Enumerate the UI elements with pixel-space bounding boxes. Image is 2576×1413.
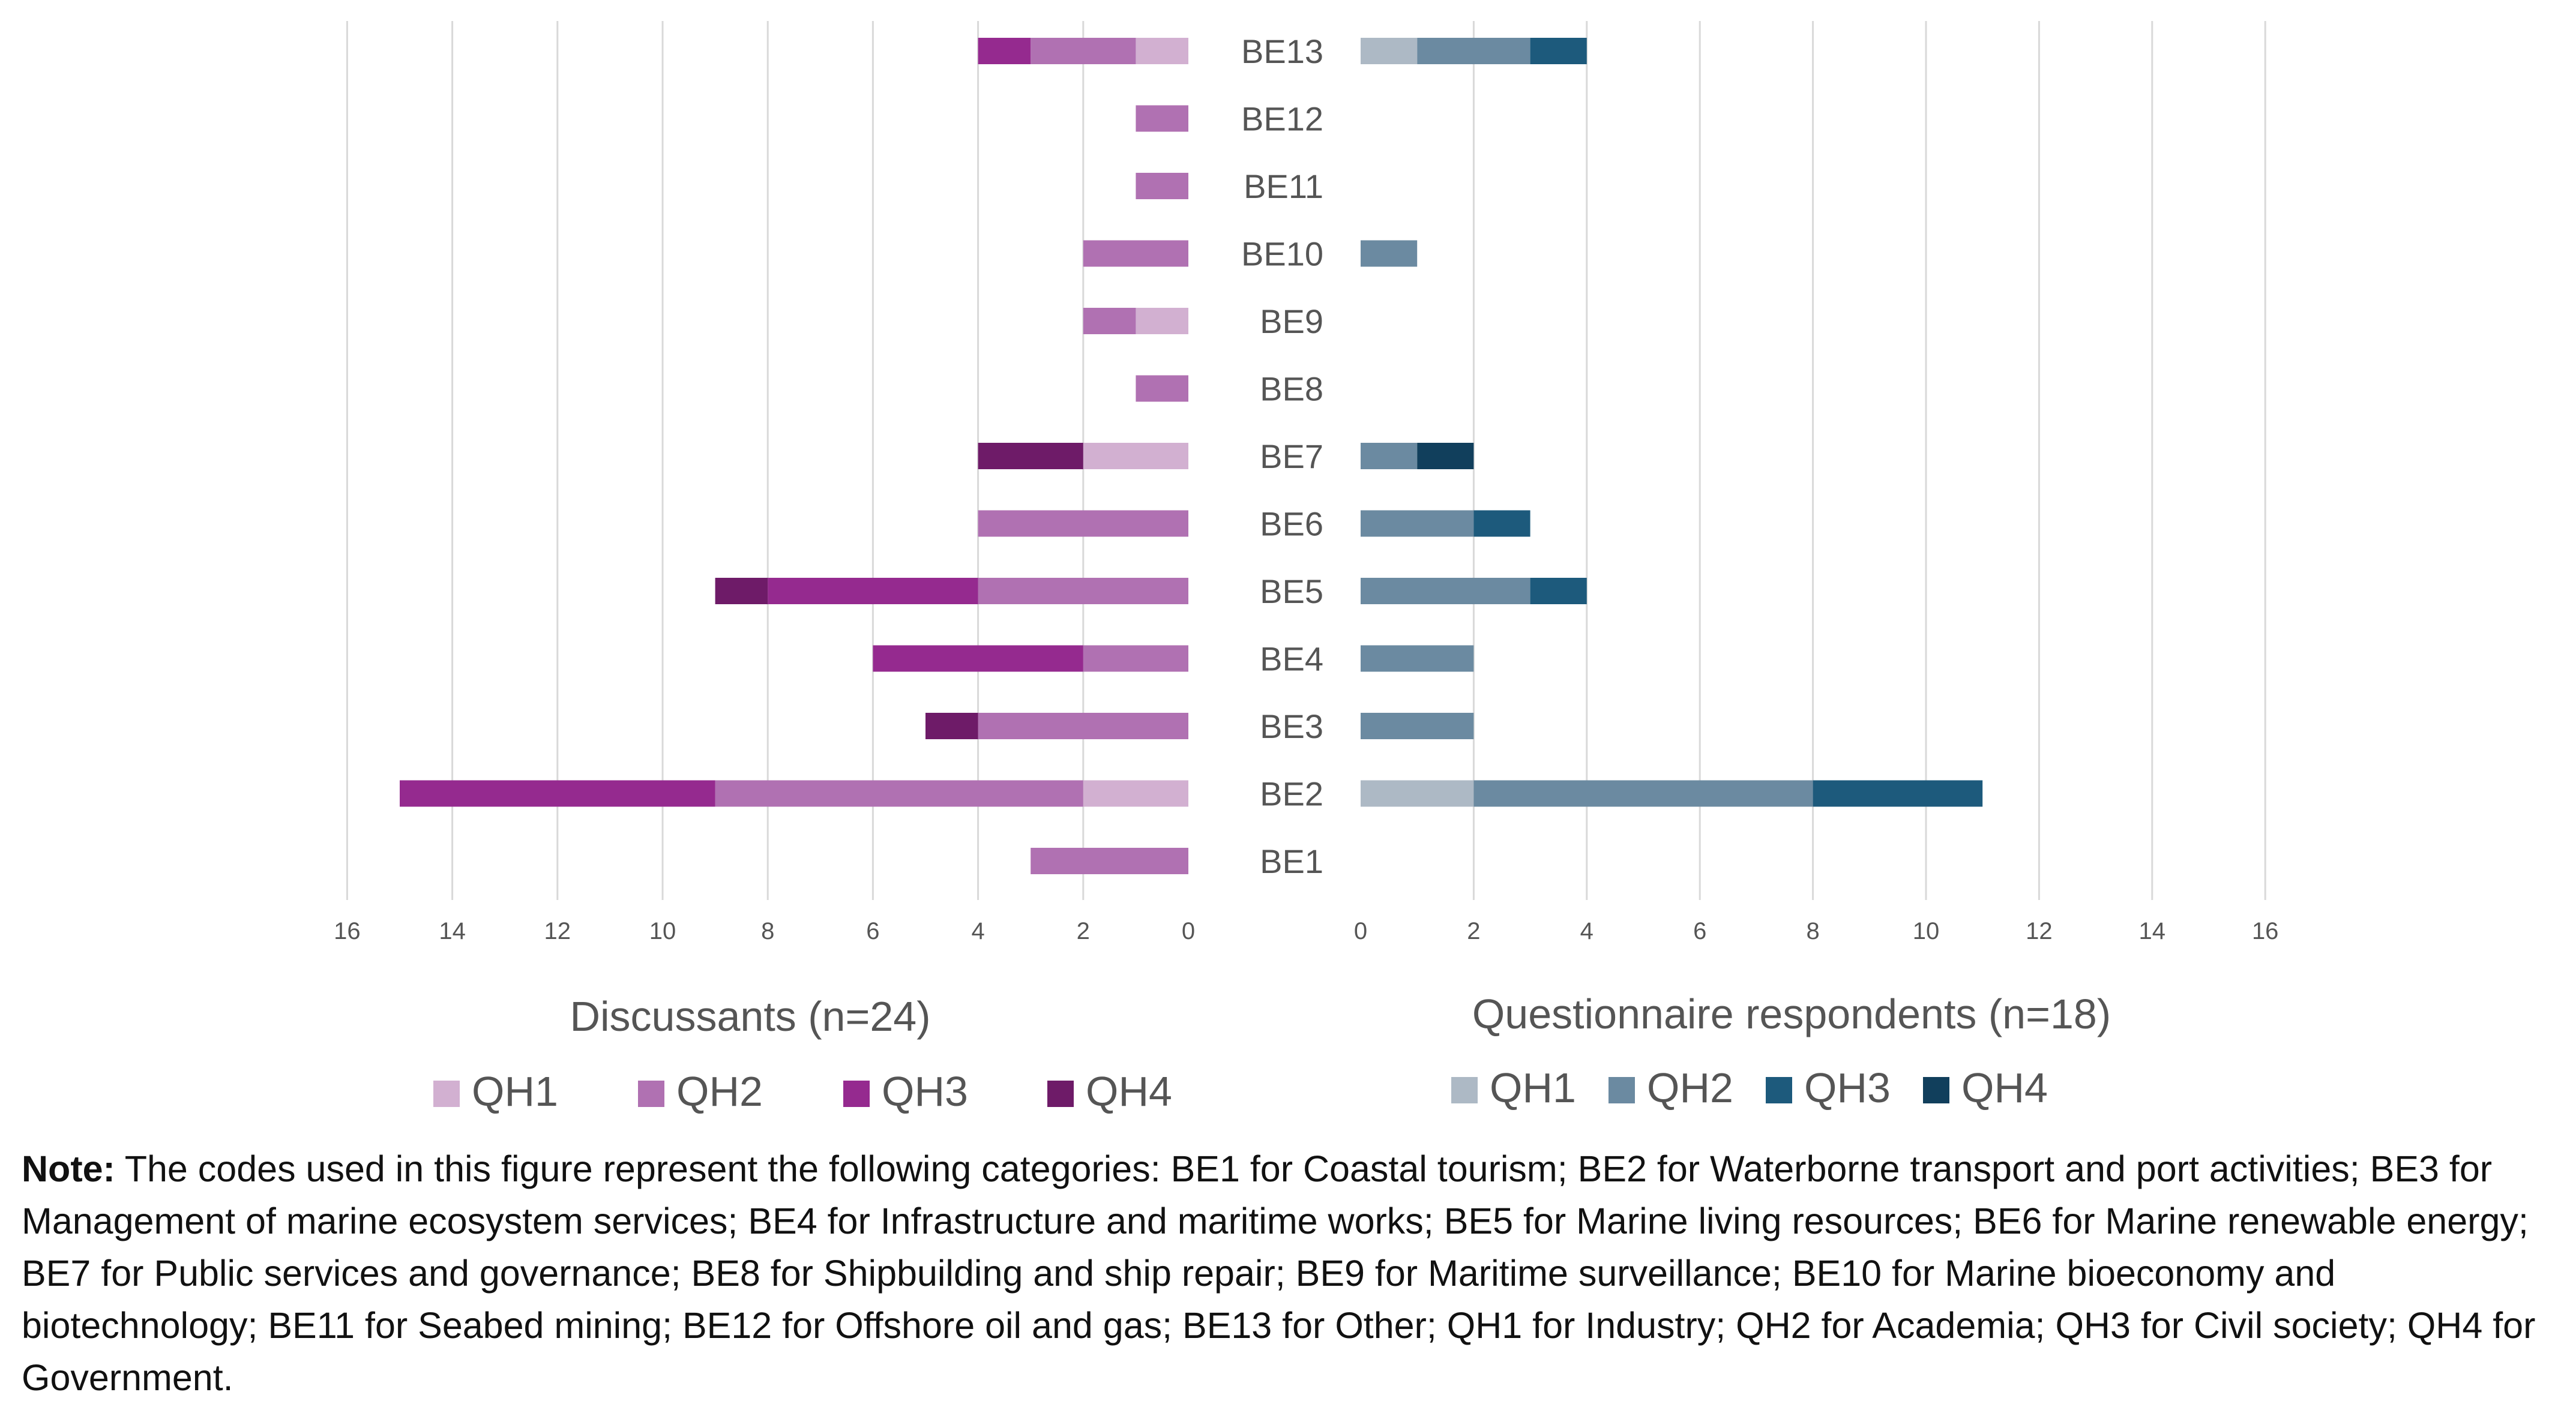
right-tick-label: 8 (1806, 918, 1819, 944)
note-text: The codes used in this figure represent … (22, 1148, 2536, 1398)
left-tick-label: 10 (649, 918, 676, 944)
category-label: BE2 (1260, 775, 1323, 813)
category-label: BE1 (1260, 842, 1323, 880)
left-tick-label: 14 (439, 918, 466, 944)
category-label: BE6 (1260, 505, 1323, 543)
left-bar-be3-qh4 (925, 713, 978, 739)
left-legend-swatch-qh3 (843, 1081, 870, 1107)
left-tick-label: 4 (971, 918, 984, 944)
left-tick-label: 12 (544, 918, 571, 944)
left-legend-swatch-qh2 (638, 1081, 664, 1107)
right-legend-label-qh1: QH1 (1490, 1064, 1576, 1111)
left-bar-be13-qh2 (1031, 38, 1136, 64)
right-tick-label: 0 (1354, 918, 1367, 944)
note-label: Note: (22, 1148, 115, 1189)
left-bar-be1-qh2 (1031, 848, 1188, 874)
left-bar-be7-qh4 (978, 443, 1083, 469)
left-legend-swatch-qh1 (433, 1081, 460, 1107)
right-panel-title: Questionnaire respondents (n=18) (1472, 991, 2111, 1037)
grid-layer (346, 21, 2266, 900)
left-tick-label: 16 (334, 918, 361, 944)
left-bar-be13-qh1 (1136, 38, 1188, 64)
left-bar-be5-qh3 (768, 578, 978, 604)
left-tick-label: 6 (866, 918, 879, 944)
right-tick-label: 16 (2252, 918, 2279, 944)
category-label: BE10 (1241, 235, 1323, 273)
category-label: BE5 (1260, 572, 1323, 610)
left-bar-be10-qh2 (1083, 240, 1188, 267)
right-tick-label: 12 (2026, 918, 2053, 944)
category-label: BE11 (1244, 167, 1323, 205)
left-bar-be7-qh1 (1083, 443, 1188, 469)
right-legend-swatch-qh4 (1923, 1077, 1949, 1103)
left-bar-be5-qh4 (715, 578, 768, 604)
right-bar-be2-qh2 (1473, 780, 1813, 807)
right-legend-label-qh2: QH2 (1647, 1064, 1733, 1111)
left-bar-be2-qh1 (1083, 780, 1188, 807)
right-tick-label: 4 (1580, 918, 1593, 944)
label-layer: 0 2 4 6 8 10 12 14 16 0 2 4 6 8 10 12 14 16 BE1 BE2 BE3 BE4 BE… (334, 32, 2278, 944)
left-bar-be3-qh2 (978, 713, 1188, 739)
butterfly-chart: 0 2 4 6 8 10 12 14 16 0 2 4 6 8 10 12 14 16 BE1 BE2 BE3 BE4 BE… (334, 21, 2278, 1115)
category-label: BE4 (1260, 640, 1323, 678)
left-bar-be2-qh3 (400, 780, 715, 807)
left-bar-be13-qh3 (978, 38, 1031, 64)
right-bar-be3-qh2 (1361, 713, 1474, 739)
category-label: BE13 (1241, 32, 1323, 70)
right-tick-label: 10 (1913, 918, 1940, 944)
right-bar-be7-qh2 (1361, 443, 1418, 469)
left-bar-be2-qh2 (715, 780, 1083, 807)
right-tick-label: 6 (1693, 918, 1706, 944)
left-bar-be4-qh3 (873, 645, 1083, 672)
left-tick-label: 8 (761, 918, 774, 944)
left-bar-be4-qh2 (1083, 645, 1188, 672)
right-bar-be13-qh3 (1530, 38, 1587, 64)
right-legend-swatch-qh3 (1766, 1077, 1792, 1103)
left-legend-label-qh1: QH1 (472, 1068, 558, 1115)
right-bar-be4-qh2 (1361, 645, 1474, 672)
right-bar-be13-qh2 (1417, 38, 1530, 64)
category-label: BE8 (1260, 370, 1323, 408)
right-bar-be2-qh1 (1361, 780, 1474, 807)
right-legend: QH1 QH2 QH3 QH4 (1451, 1064, 2048, 1111)
right-legend-label-qh3: QH3 (1804, 1064, 1891, 1111)
left-bar-be12-qh2 (1136, 105, 1188, 132)
left-legend-swatch-qh4 (1047, 1081, 1074, 1107)
right-legend-swatch-qh2 (1608, 1077, 1635, 1103)
right-bar-be6-qh3 (1473, 510, 1530, 537)
right-tick-label: 2 (1467, 918, 1480, 944)
left-bar-be9-qh2 (1083, 308, 1136, 334)
right-legend-swatch-qh1 (1451, 1077, 1478, 1103)
left-bar-be5-qh2 (978, 578, 1188, 604)
right-bar-be10-qh2 (1361, 240, 1418, 267)
category-label: BE3 (1260, 707, 1323, 745)
category-label: BE7 (1260, 437, 1323, 475)
left-panel-title: Discussants (n=24) (570, 993, 930, 1040)
figure-note: Note: The codes used in this figure repr… (22, 1143, 2560, 1404)
left-bar-be9-qh1 (1136, 308, 1188, 334)
left-bar-be6-qh2 (978, 510, 1188, 537)
right-bar-be6-qh2 (1361, 510, 1474, 537)
right-bar-be7-qh4 (1417, 443, 1474, 469)
left-legend-label-qh3: QH3 (882, 1068, 968, 1115)
left-bar-be8-qh2 (1136, 375, 1188, 402)
bar-layer (400, 38, 1983, 874)
category-label: BE12 (1241, 100, 1323, 138)
left-legend: QH1 QH2 QH3 QH4 (433, 1068, 1172, 1115)
left-tick-label: 0 (1182, 918, 1195, 944)
right-tick-label: 14 (2139, 918, 2166, 944)
right-legend-label-qh4: QH4 (1961, 1064, 2048, 1111)
right-bar-be5-qh3 (1530, 578, 1587, 604)
left-tick-label: 2 (1077, 918, 1090, 944)
left-legend-label-qh2: QH2 (676, 1068, 763, 1115)
right-bar-be2-qh3 (1813, 780, 1983, 807)
category-label: BE9 (1260, 302, 1323, 340)
right-bar-be5-qh2 (1361, 578, 1530, 604)
right-bar-be13-qh1 (1361, 38, 1418, 64)
left-legend-label-qh4: QH4 (1086, 1068, 1172, 1115)
left-bar-be11-qh2 (1136, 173, 1188, 199)
